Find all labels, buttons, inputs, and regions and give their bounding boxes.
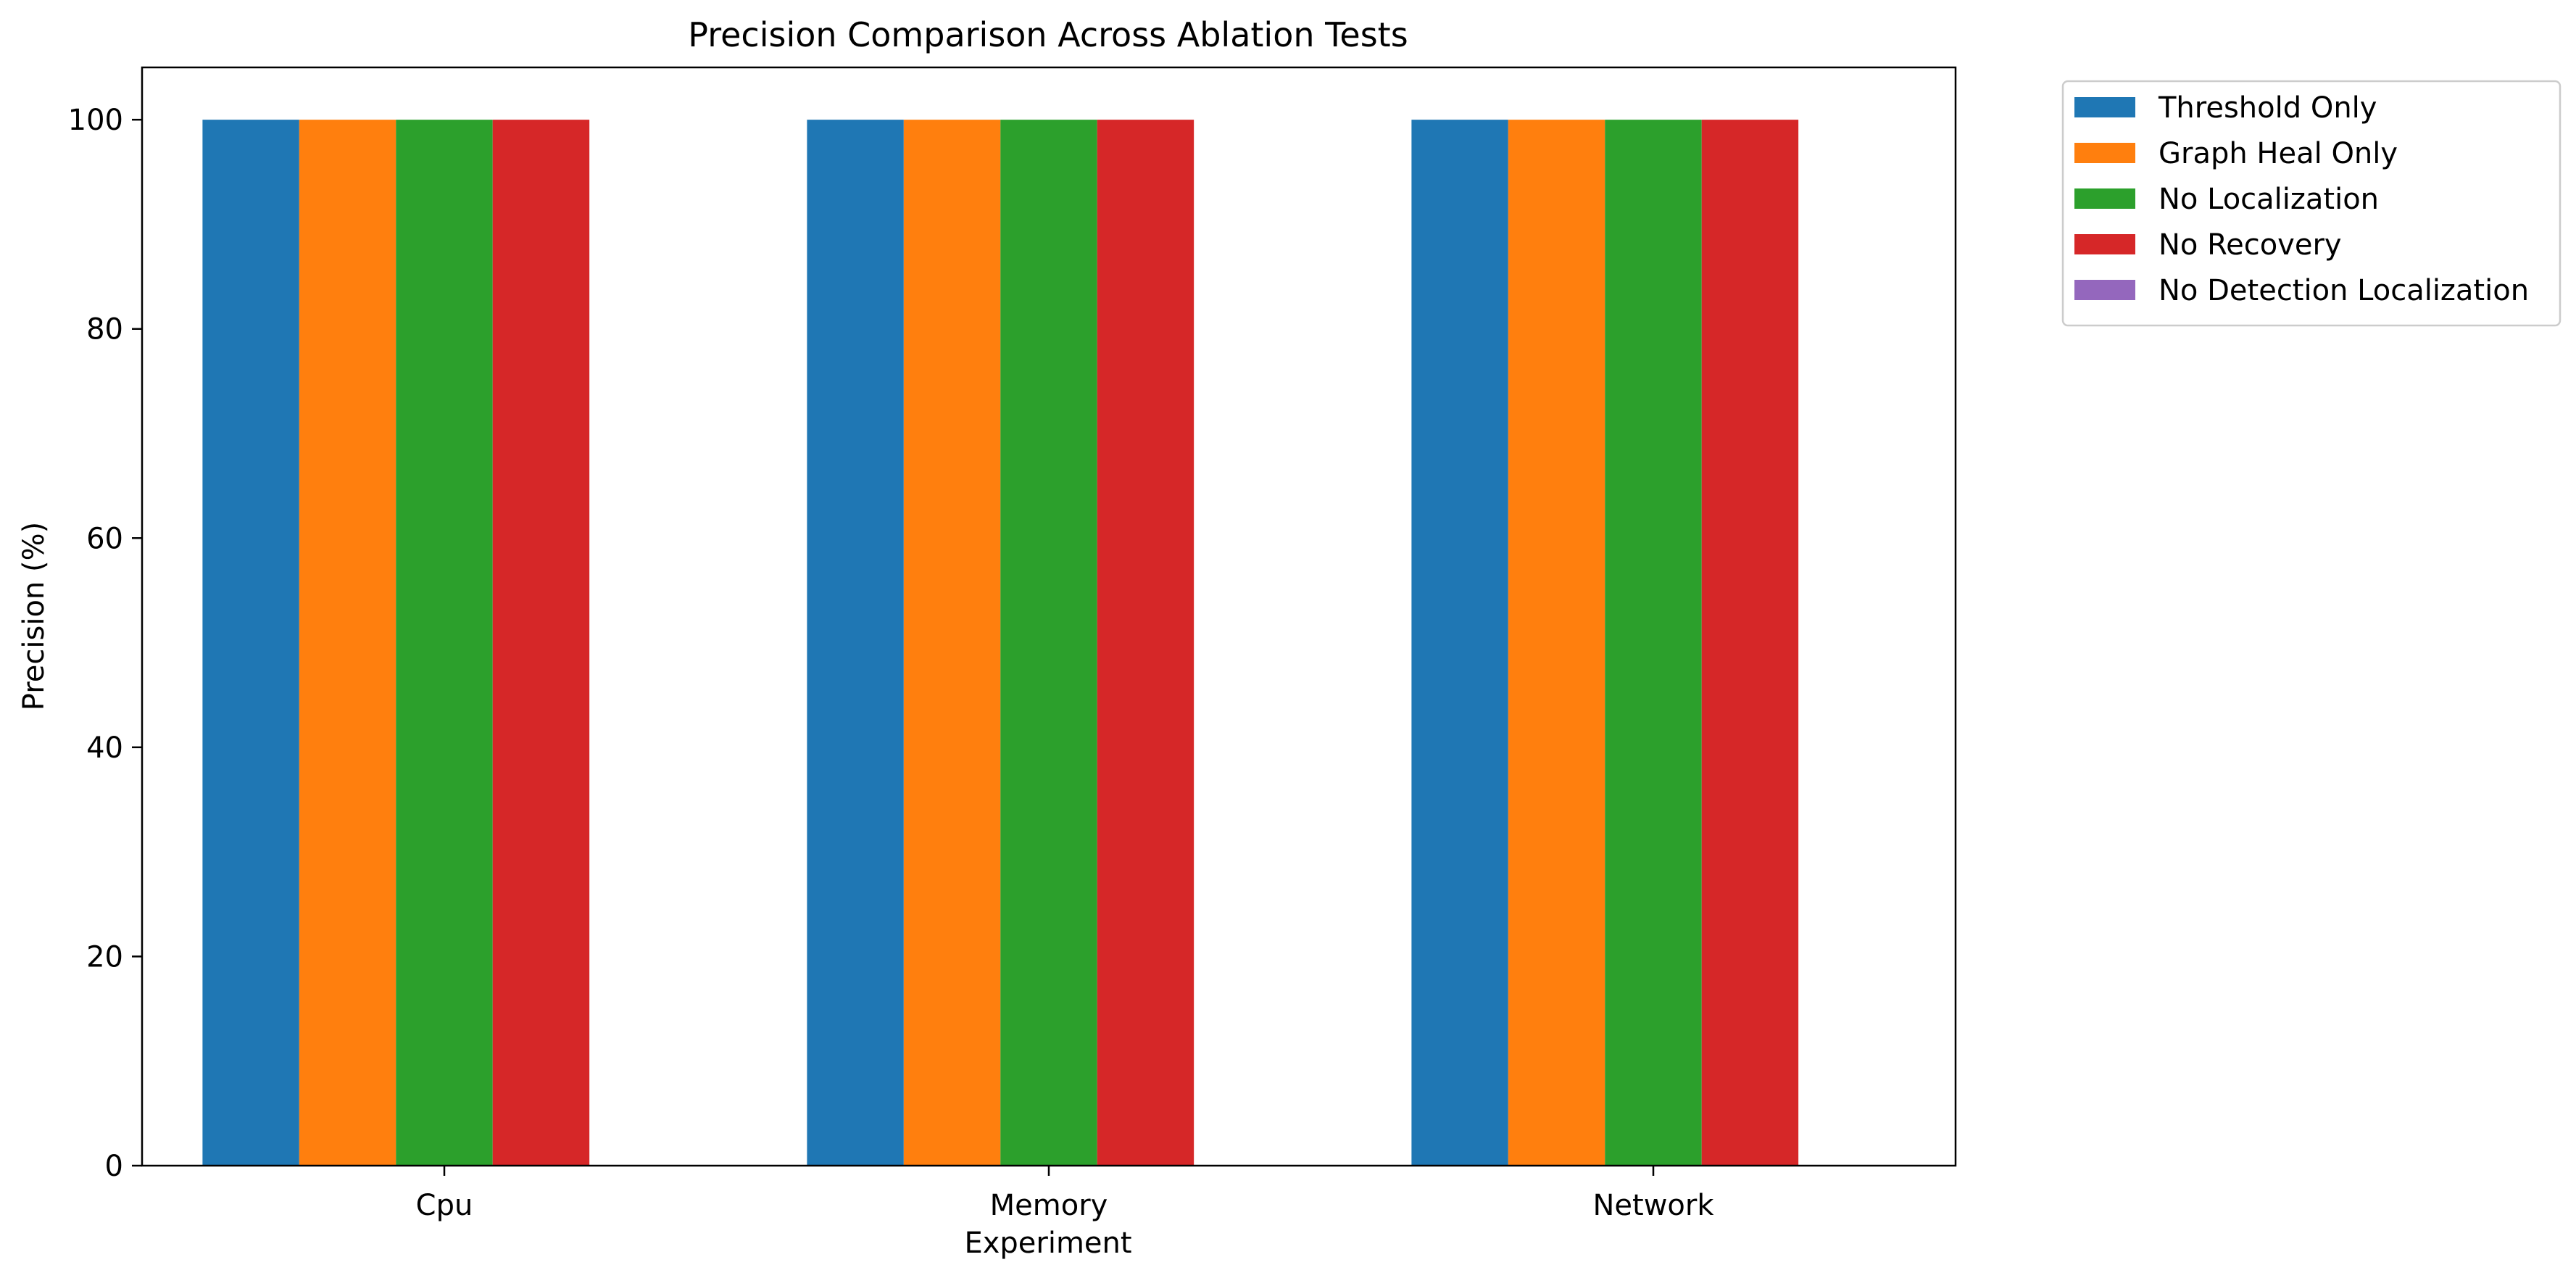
- legend-swatch: [2074, 280, 2135, 300]
- bar: [1097, 120, 1194, 1166]
- x-tick-label: Cpu: [416, 1189, 473, 1222]
- y-axis-label: Precision (%): [17, 522, 51, 710]
- y-tick-label: 100: [68, 104, 123, 137]
- legend-swatch: [2074, 143, 2135, 163]
- y-tick-label: 0: [105, 1150, 123, 1183]
- bar: [1701, 120, 1799, 1166]
- bar: [396, 120, 493, 1166]
- legend-swatch: [2074, 234, 2135, 254]
- bar: [1508, 120, 1605, 1166]
- legend-label: No Detection Localization: [2159, 274, 2529, 307]
- x-axis-label: Experiment: [964, 1227, 1131, 1260]
- legend-label: Graph Heal Only: [2159, 137, 2398, 170]
- bar: [903, 120, 1001, 1166]
- legend-label: No Recovery: [2159, 228, 2342, 262]
- legend: Threshold Only Graph Heal Only No Localiza…: [2061, 80, 2562, 327]
- bar: [1000, 120, 1097, 1166]
- legend-box: [2061, 80, 2562, 327]
- y-tick-label: 20: [86, 940, 123, 974]
- legend-swatch: [2074, 97, 2135, 117]
- bar: [299, 120, 396, 1166]
- bar: [1411, 120, 1508, 1166]
- legend-swatch: [2074, 188, 2135, 209]
- bar: [1605, 120, 1702, 1166]
- bars-layer: [202, 120, 1799, 1166]
- x-tick-label: Memory: [990, 1189, 1108, 1222]
- axes-layer: 0 20 40 60 80 100 Cpu Memory Network: [68, 66, 1957, 1222]
- chart-title: Precision Comparison Across Ablation Tes…: [688, 15, 1408, 54]
- bar: [492, 120, 590, 1166]
- y-tick-label: 80: [86, 313, 123, 347]
- bar: [202, 120, 299, 1166]
- y-tick-label: 60: [86, 522, 123, 555]
- bar: [807, 120, 904, 1166]
- legend-label: No Localization: [2159, 183, 2379, 216]
- legend-label: Threshold Only: [2158, 91, 2377, 125]
- y-tick-label: 40: [86, 731, 123, 765]
- x-tick-label: Network: [1592, 1189, 1714, 1222]
